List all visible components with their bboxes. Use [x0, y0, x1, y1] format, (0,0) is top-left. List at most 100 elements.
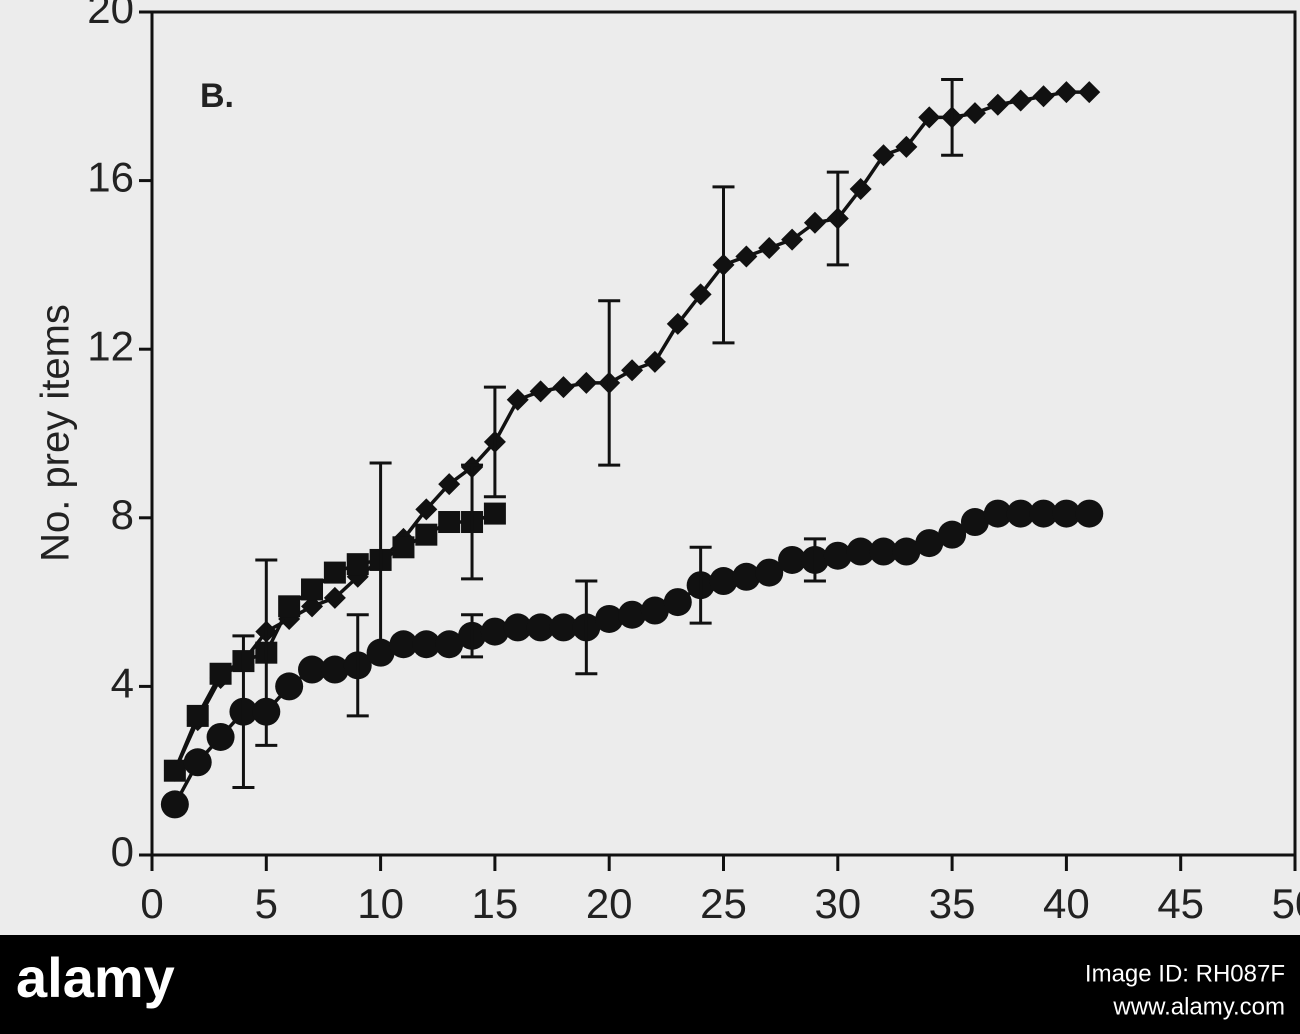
y-tick-label: 4: [111, 659, 134, 706]
circle-marker: [549, 613, 578, 642]
square-marker: [346, 553, 369, 576]
circle-marker: [983, 499, 1012, 528]
diamond-marker: [918, 106, 941, 129]
circle-marker: [640, 596, 669, 625]
diamond-marker: [506, 388, 529, 411]
square-marker: [323, 561, 346, 584]
circle-marker: [778, 545, 807, 574]
x-tick-label: 15: [472, 880, 519, 927]
diamond-marker: [1078, 81, 1101, 104]
x-tick-label: 40: [1043, 880, 1090, 927]
x-tick-label: 25: [700, 880, 747, 927]
diamond-marker: [849, 178, 872, 201]
x-tick-label: 50: [1272, 880, 1300, 927]
circle-marker: [503, 613, 532, 642]
x-tick-label: 30: [814, 880, 861, 927]
circle-marker: [206, 722, 235, 751]
diamond-marker: [895, 135, 918, 158]
circle-marker: [526, 613, 555, 642]
y-tick-label: 8: [111, 491, 134, 538]
diamond-marker: [1009, 89, 1032, 112]
diamond-marker: [735, 245, 758, 268]
error-bar: [689, 545, 712, 625]
error-bar: [826, 170, 849, 267]
circle-marker: [823, 541, 852, 570]
error-bar: [232, 634, 255, 790]
circle-marker: [869, 537, 898, 566]
x-tick-label: 45: [1157, 880, 1204, 927]
diamond-marker: [301, 595, 324, 618]
x-tick-label: 10: [357, 880, 404, 927]
error-bar: [575, 579, 598, 676]
footer-image-id: Image ID: RH087F: [1085, 960, 1285, 987]
circle-marker: [275, 672, 304, 701]
error-bar: [803, 537, 826, 583]
circle-marker: [755, 558, 784, 587]
x-tick-label: 5: [255, 880, 278, 927]
diamond-marker: [575, 371, 598, 394]
diamond-marker: [689, 283, 712, 306]
square-marker: [483, 502, 506, 525]
circle-marker: [960, 508, 989, 537]
circle-marker: [938, 520, 967, 549]
circle-marker: [435, 630, 464, 659]
circle-marker: [732, 562, 761, 591]
y-tick-label: 0: [111, 828, 134, 875]
diamond-marker: [963, 102, 986, 125]
circle-marker: [389, 630, 418, 659]
diamond-marker: [758, 237, 781, 260]
circle-marker: [595, 604, 624, 633]
circle-marker: [618, 600, 647, 629]
diamond-marker: [621, 359, 644, 382]
error-bar: [461, 613, 484, 659]
diamond-marker: [781, 228, 804, 251]
circle-marker: [1052, 499, 1081, 528]
circle-marker: [160, 790, 189, 819]
footer-band: [0, 935, 1300, 1034]
square-marker: [209, 662, 232, 685]
circle-marker: [298, 655, 327, 684]
y-tick-label: 20: [87, 0, 134, 32]
y-tick-label: 12: [87, 322, 134, 369]
circle-marker: [320, 655, 349, 684]
diamond-marker: [323, 586, 346, 609]
diamond-marker: [803, 211, 826, 234]
circle-marker: [892, 537, 921, 566]
square-marker: [301, 578, 324, 601]
x-tick-label: 0: [140, 880, 163, 927]
x-tick-label: 35: [929, 880, 976, 927]
footer-url: www.alamy.com: [1112, 993, 1285, 1020]
diamond-marker: [1055, 81, 1078, 104]
y-tick-label: 16: [87, 154, 134, 201]
circle-marker: [1029, 499, 1058, 528]
error-bar: [941, 77, 964, 157]
error-bar: [461, 463, 484, 581]
diamond-marker: [872, 144, 895, 167]
circle-marker: [412, 630, 441, 659]
diamond-marker: [666, 312, 689, 335]
circle-marker: [183, 748, 212, 777]
circle-marker: [1075, 499, 1104, 528]
circle-marker: [252, 697, 281, 726]
diamond-marker: [986, 93, 1009, 116]
square-marker: [438, 511, 461, 534]
diamond-marker: [552, 376, 575, 399]
circle-marker: [1006, 499, 1035, 528]
square-marker: [392, 536, 415, 559]
error-bar: [483, 385, 506, 499]
footer-brand: alamy: [16, 946, 175, 1009]
x-tick-label: 20: [586, 880, 633, 927]
circle-marker: [915, 529, 944, 558]
error-bar: [346, 613, 369, 718]
square-marker: [186, 704, 209, 727]
circle-marker: [709, 567, 738, 596]
diamond-marker: [1032, 85, 1055, 108]
circle-marker: [846, 537, 875, 566]
circle-marker: [366, 638, 395, 667]
diamond-marker: [415, 498, 438, 521]
y-axis-label: No. prey items: [34, 304, 78, 562]
diamond-marker: [643, 350, 666, 373]
error-bar: [712, 185, 735, 345]
